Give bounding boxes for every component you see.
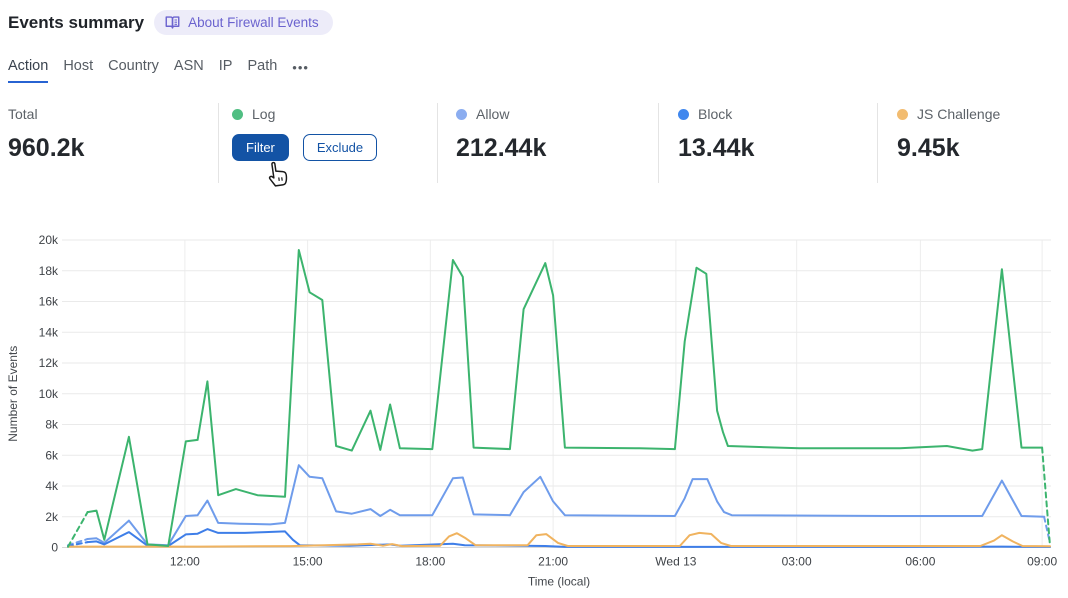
svg-text:16k: 16k <box>39 295 59 309</box>
svg-text:14k: 14k <box>39 325 59 339</box>
stat-js-challenge: JS Challenge 9.45k <box>897 106 1000 163</box>
log-legend-dot <box>232 108 243 120</box>
stat-allow-legend[interactable]: Allow <box>456 106 546 122</box>
svg-text:03:00: 03:00 <box>782 555 812 569</box>
stat-allow-value: 212.44k <box>456 134 547 162</box>
svg-text:12k: 12k <box>39 356 59 370</box>
svg-text:Time (local): Time (local) <box>528 575 590 589</box>
tab-host[interactable]: Host <box>63 58 94 74</box>
svg-text:6k: 6k <box>45 448 59 462</box>
stat-log-legend[interactable]: Log <box>232 106 377 122</box>
svg-text:0: 0 <box>51 541 58 555</box>
divider <box>218 103 219 183</box>
svg-text:20k: 20k <box>39 233 59 247</box>
svg-text:10k: 10k <box>39 387 59 401</box>
svg-text:21:00: 21:00 <box>538 555 568 569</box>
stat-block-legend[interactable]: Block <box>678 106 754 122</box>
stat-allow-label: Allow <box>476 106 510 122</box>
book-icon <box>164 15 181 30</box>
stat-total-label: Total <box>8 106 38 122</box>
svg-text:06:00: 06:00 <box>905 555 935 569</box>
tab-path[interactable]: Path <box>247 58 278 74</box>
svg-text:8k: 8k <box>45 418 59 432</box>
divider <box>437 103 438 183</box>
svg-text:15:00: 15:00 <box>293 555 323 569</box>
stats-row: Total 960.2k Log Filter Exclude Allow 21… <box>0 100 1068 188</box>
stat-block: Block 13.44k <box>678 106 754 163</box>
svg-text:18:00: 18:00 <box>415 555 445 569</box>
stat-block-value: 13.44k <box>678 134 755 162</box>
stat-allow: Allow 212.44k <box>456 106 546 163</box>
stat-total-value: 960.2k <box>8 134 85 162</box>
js-challenge-legend-dot <box>897 108 908 120</box>
svg-text:Number of Events: Number of Events <box>6 346 20 442</box>
events-chart: 12:00 15:00 18:00 21:00 Wed 13 03:00 06:00 09:0… <box>6 233 1057 589</box>
stat-js-challenge-legend[interactable]: JS Challenge <box>897 106 1000 122</box>
about-button-label: About Firewall Events <box>188 15 319 30</box>
tab-ip[interactable]: IP <box>218 58 233 74</box>
exclude-button[interactable]: Exclude <box>302 134 378 161</box>
filter-button[interactable]: Filter <box>232 134 289 161</box>
tab-action[interactable]: Action <box>8 58 49 83</box>
divider <box>658 103 659 183</box>
about-firewall-events-button[interactable]: About Firewall Events <box>154 10 333 35</box>
svg-text:18k: 18k <box>39 264 59 278</box>
tab-bar: Action Host Country ASN IP Path ••• <box>8 58 309 83</box>
allow-legend-dot <box>456 108 467 120</box>
svg-text:2k: 2k <box>45 510 59 524</box>
svg-text:09:00: 09:00 <box>1027 555 1057 569</box>
stat-block-label: Block <box>698 106 733 122</box>
svg-text:Wed 13: Wed 13 <box>655 555 696 569</box>
stat-log: Log Filter Exclude <box>232 106 378 161</box>
svg-text:4k: 4k <box>45 479 59 493</box>
more-tabs-ellipsis-icon[interactable]: ••• <box>292 60 309 75</box>
page-title: Events summary <box>8 12 145 32</box>
stat-js-challenge-value: 9.45k <box>897 134 960 162</box>
header: Events summary About Firewall Events <box>8 10 333 35</box>
svg-text:12:00: 12:00 <box>170 555 200 569</box>
block-legend-dot <box>678 108 689 120</box>
stat-log-label: Log <box>252 106 276 122</box>
stat-total: Total 960.2k <box>8 106 84 163</box>
divider <box>877 103 878 183</box>
tab-country[interactable]: Country <box>108 58 159 74</box>
tab-asn[interactable]: ASN <box>173 58 204 74</box>
stat-js-challenge-label: JS Challenge <box>917 106 1001 122</box>
